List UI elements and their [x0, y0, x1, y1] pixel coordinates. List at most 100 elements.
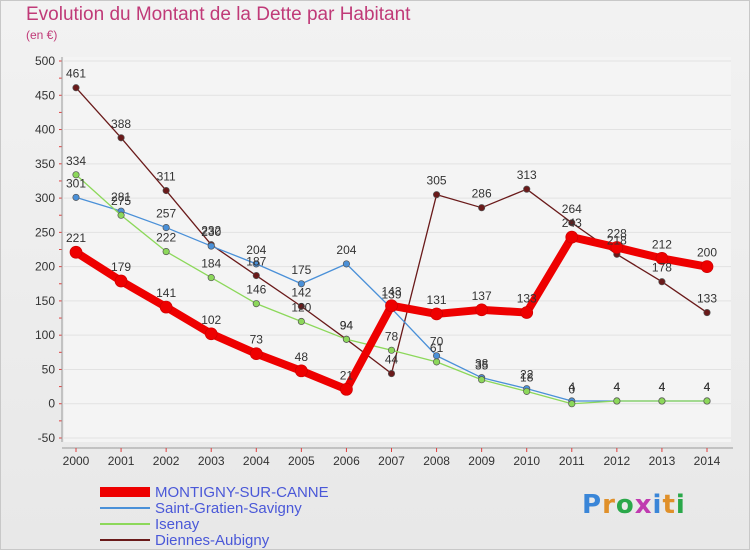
data-label-3-13: 178 — [652, 261, 672, 275]
y-tick-label: 250 — [35, 225, 55, 239]
data-label-0-3: 102 — [201, 313, 221, 327]
data-label-3-1: 388 — [111, 117, 131, 131]
data-point-3-8 — [433, 191, 441, 199]
logo-letter: x — [634, 490, 653, 520]
data-label-2-7: 78 — [385, 329, 399, 343]
data-point-2-2 — [162, 248, 170, 256]
data-point-2-8 — [433, 358, 441, 366]
data-point-1-4 — [252, 260, 260, 268]
y-tick-label: 200 — [35, 260, 55, 274]
data-point-0-10 — [520, 306, 534, 319]
chart-legend: MONTIGNY-SUR-CANNE Saint-Gratien-Savigny I… — [100, 483, 329, 549]
data-label-3-10: 313 — [517, 168, 537, 182]
x-tick-label: 2000 — [63, 454, 90, 468]
logo-letter: o — [615, 490, 635, 520]
proxiti-logo: Proxiti — [582, 490, 686, 520]
data-label-2-3: 184 — [201, 257, 221, 271]
data-label-0-10: 133 — [517, 292, 537, 306]
data-label-0-9: 137 — [472, 289, 492, 303]
data-point-3-9 — [478, 204, 486, 212]
data-point-3-11 — [568, 219, 576, 227]
data-point-1-5 — [297, 280, 305, 288]
x-tick-label: 2003 — [198, 454, 225, 468]
data-point-2-12 — [613, 397, 621, 405]
x-tick-label: 2001 — [108, 454, 135, 468]
y-tick-label: 150 — [35, 294, 55, 308]
data-label-3-12: 218 — [607, 233, 627, 247]
data-point-0-12 — [610, 241, 624, 254]
logo-letter: t — [662, 490, 676, 520]
data-label-3-5: 142 — [291, 285, 311, 299]
data-label-2-5: 120 — [291, 300, 311, 314]
data-point-1-3 — [207, 242, 215, 250]
legend-item: MONTIGNY-SUR-CANNE — [100, 483, 329, 501]
legend-swatch — [100, 523, 150, 525]
data-label-0-1: 179 — [111, 260, 131, 274]
data-point-2-4 — [252, 300, 260, 308]
data-point-1-0 — [72, 193, 80, 201]
data-label-0-13: 212 — [652, 237, 672, 251]
data-label-1-2: 257 — [156, 207, 176, 221]
x-tick-label: 2004 — [243, 454, 270, 468]
data-point-1-6 — [342, 260, 350, 268]
data-label-3-6: 94 — [340, 318, 354, 332]
legend-item: Isenay — [100, 516, 329, 533]
data-label-1-11: 4 — [568, 380, 575, 394]
y-tick-label: 500 — [35, 54, 55, 68]
legend-label: MONTIGNY-SUR-CANNE — [155, 483, 329, 501]
data-label-2-13: 4 — [659, 380, 666, 394]
x-tick-label: 2012 — [604, 454, 631, 468]
legend-label: Saint-Gratien-Savigny — [155, 499, 302, 517]
data-label-2-0: 334 — [66, 154, 86, 168]
data-point-2-3 — [207, 274, 215, 282]
data-label-2-9: 35 — [475, 359, 489, 373]
data-point-2-1 — [117, 211, 125, 219]
data-label-3-3: 232 — [201, 224, 221, 238]
data-point-2-13 — [658, 397, 666, 405]
x-tick-label: 2007 — [378, 454, 405, 468]
data-point-2-5 — [297, 317, 305, 326]
legend-item: Saint-Gratien-Savigny — [100, 499, 329, 517]
data-label-0-8: 131 — [427, 293, 447, 307]
data-label-3-2: 311 — [157, 170, 176, 184]
data-point-0-7 — [385, 299, 398, 313]
data-label-1-6: 204 — [336, 243, 356, 257]
data-label-1-5: 175 — [291, 263, 311, 277]
data-point-2-11 — [568, 400, 576, 408]
data-label-0-7: 143 — [381, 285, 401, 299]
data-label-3-8: 305 — [427, 174, 447, 188]
data-point-1-2 — [162, 224, 170, 232]
x-tick-label: 2010 — [513, 454, 540, 468]
data-label-3-14: 133 — [697, 292, 717, 306]
data-label-2-8: 61 — [430, 341, 444, 355]
chart-unit-label: (en €) — [26, 28, 58, 42]
data-point-2-14 — [703, 397, 711, 405]
data-point-3-0 — [72, 84, 80, 92]
data-label-0-11: 243 — [562, 216, 582, 230]
data-label-3-9: 286 — [472, 187, 492, 201]
data-label-2-6: 94 — [340, 318, 354, 332]
data-point-2-6 — [342, 335, 350, 343]
data-label-3-7: 44 — [385, 353, 399, 367]
y-tick-label: 450 — [35, 88, 55, 102]
data-label-1-14: 4 — [704, 380, 711, 394]
data-label-0-0: 221 — [66, 231, 86, 245]
data-label-3-4: 187 — [246, 255, 266, 269]
data-point-2-10 — [523, 387, 531, 395]
logo-letter: P — [582, 490, 603, 520]
data-point-2-9 — [478, 376, 486, 384]
data-point-3-13 — [658, 278, 666, 286]
logo-letter: r — [602, 490, 616, 520]
data-label-1-4: 204 — [246, 243, 266, 257]
data-label-0-5: 48 — [295, 350, 309, 364]
data-label-3-11: 264 — [562, 202, 582, 216]
x-tick-label: 2009 — [468, 454, 495, 468]
logo-letter: i — [652, 490, 663, 520]
data-label-0-6: 21 — [340, 368, 354, 382]
data-point-0-0 — [69, 245, 83, 259]
data-point-0-2 — [159, 300, 173, 314]
data-point-3-4 — [252, 271, 260, 280]
data-point-0-1 — [114, 274, 128, 288]
legend-swatch — [100, 539, 150, 541]
